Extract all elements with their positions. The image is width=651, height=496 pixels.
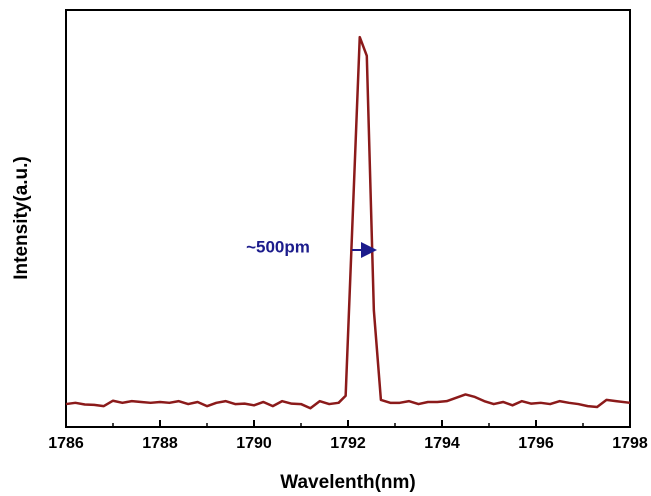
data-line [65, 35, 631, 410]
x-tick-label: 1796 [518, 435, 554, 452]
x-tick-label: 1792 [330, 435, 366, 452]
y-axis-label: Intensity(a.u.) [11, 156, 32, 280]
x-tick-label: 1786 [48, 435, 84, 452]
x-tick-label: 1788 [142, 435, 178, 452]
x-axis-label: Wavelenth(nm) [280, 472, 415, 493]
x-tick-label: 1794 [424, 435, 460, 452]
annotation: ~500pm [246, 237, 310, 256]
x-tick-label: 1790 [236, 435, 272, 452]
x-tick-label: 1798 [612, 435, 648, 452]
